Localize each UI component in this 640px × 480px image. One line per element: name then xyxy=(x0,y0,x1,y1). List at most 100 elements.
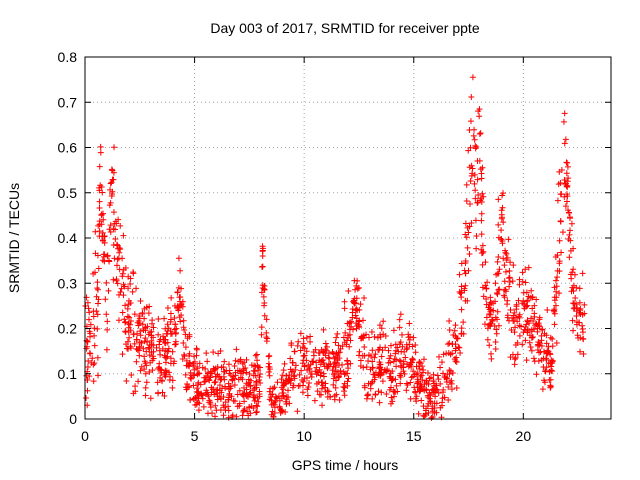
data-point xyxy=(104,253,111,260)
data-point xyxy=(225,403,232,410)
data-point xyxy=(142,360,149,367)
data-point xyxy=(397,374,404,381)
x-axis-label: GPS time / hours xyxy=(292,457,399,473)
data-point xyxy=(335,342,342,349)
data-point xyxy=(317,361,324,368)
data-point xyxy=(211,366,218,373)
data-point xyxy=(551,297,558,304)
data-point xyxy=(435,390,442,397)
data-point xyxy=(335,374,342,381)
data-point xyxy=(385,347,392,354)
data-point xyxy=(535,338,542,345)
data-point xyxy=(403,387,410,394)
data-point xyxy=(212,413,219,420)
data-point xyxy=(254,403,261,410)
data-point xyxy=(419,376,426,383)
data-point xyxy=(331,355,338,362)
data-point xyxy=(175,255,182,262)
data-point xyxy=(570,300,577,307)
data-point xyxy=(177,267,184,274)
data-point xyxy=(296,371,303,378)
data-point xyxy=(564,159,571,166)
y-tick-label: 0.7 xyxy=(58,94,78,110)
data-point xyxy=(378,325,385,332)
data-point xyxy=(392,376,399,383)
data-point xyxy=(105,257,112,264)
data-point xyxy=(101,233,108,240)
data-point xyxy=(528,315,535,322)
data-point xyxy=(413,393,420,400)
data-point xyxy=(185,362,192,369)
data-point xyxy=(564,184,571,191)
data-point xyxy=(103,346,110,353)
data-point xyxy=(166,377,173,384)
data-point xyxy=(103,279,110,286)
data-point xyxy=(283,372,290,379)
data-point xyxy=(164,321,171,328)
data-point xyxy=(94,279,101,286)
data-point xyxy=(315,369,322,376)
data-point xyxy=(84,376,91,383)
data-point xyxy=(505,236,512,243)
data-point xyxy=(554,267,561,274)
data-point xyxy=(145,344,152,351)
data-point xyxy=(392,389,399,396)
data-point xyxy=(127,280,134,287)
data-point xyxy=(115,245,122,252)
data-point xyxy=(434,372,441,379)
data-point xyxy=(127,344,134,351)
data-point xyxy=(195,407,202,414)
data-point xyxy=(567,247,574,254)
data-point xyxy=(420,412,427,419)
data-point xyxy=(225,361,232,368)
data-point xyxy=(102,296,109,303)
data-point xyxy=(566,231,573,238)
data-point xyxy=(435,353,442,360)
data-point xyxy=(528,287,535,294)
data-point xyxy=(361,352,368,359)
data-point xyxy=(334,330,341,337)
data-point xyxy=(324,393,331,400)
y-tick-label: 0.4 xyxy=(58,230,78,246)
data-point xyxy=(506,267,513,274)
data-point xyxy=(103,311,110,318)
data-point xyxy=(237,358,244,365)
data-point xyxy=(98,212,105,219)
data-point xyxy=(546,377,553,384)
data-point xyxy=(376,322,383,329)
data-point xyxy=(124,338,131,345)
data-point xyxy=(446,371,453,378)
data-point xyxy=(136,352,143,359)
data-point xyxy=(509,278,516,285)
data-point xyxy=(561,193,568,200)
data-point xyxy=(456,288,463,295)
data-point xyxy=(379,378,386,385)
data-point xyxy=(243,369,250,376)
x-tick-label: 10 xyxy=(296,428,312,444)
data-point xyxy=(479,242,486,249)
data-point xyxy=(167,316,174,323)
data-point xyxy=(463,198,470,205)
data-point xyxy=(133,285,140,292)
data-point xyxy=(182,371,189,378)
data-point xyxy=(536,322,543,329)
data-point xyxy=(410,334,417,341)
data-point xyxy=(559,229,566,236)
data-point xyxy=(496,286,503,293)
data-point xyxy=(463,181,470,188)
data-point xyxy=(360,364,367,371)
data-point xyxy=(155,389,162,396)
data-point xyxy=(241,405,248,412)
data-point xyxy=(431,380,438,387)
data-point xyxy=(514,339,521,346)
data-point xyxy=(96,198,103,205)
data-point xyxy=(268,401,275,408)
data-point xyxy=(499,204,506,211)
data-point xyxy=(465,229,472,236)
data-point xyxy=(168,294,175,301)
data-point xyxy=(565,209,572,216)
data-point xyxy=(561,110,568,117)
data-point xyxy=(495,322,502,329)
data-point xyxy=(503,250,510,257)
data-point xyxy=(221,404,228,411)
